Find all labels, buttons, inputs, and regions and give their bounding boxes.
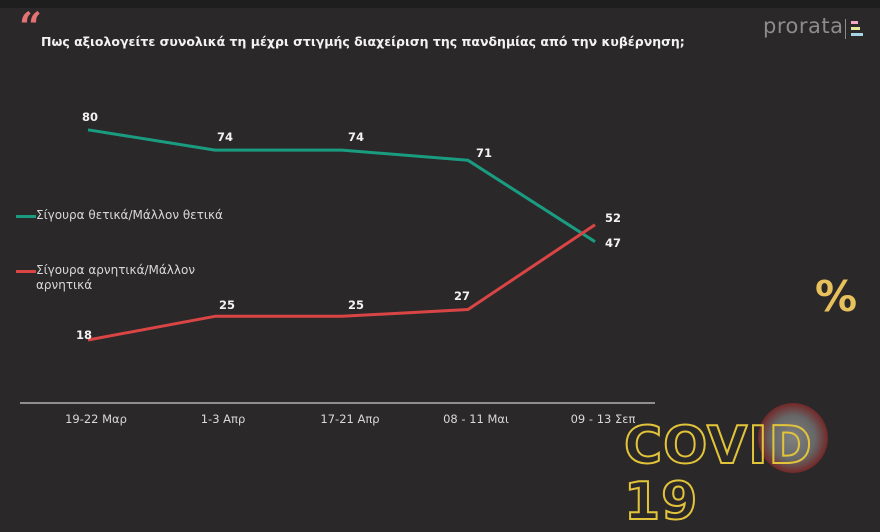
legend-label-negative: Σίγουρα αρνητικά/Μάλλον αρνητικά <box>36 263 196 292</box>
x-tick-label: 17-21 Απρ <box>320 412 380 426</box>
line-chart <box>20 128 655 404</box>
covid-19-logo: COVID 19 <box>623 416 813 532</box>
data-label: 74 <box>347 130 365 145</box>
brand-logo: prorata <box>763 14 844 38</box>
series-line-positive <box>87 128 596 243</box>
legend-swatch-positive <box>16 215 36 218</box>
legend-label-positive: Σίγουρα θετικά/Μάλλον θετικά <box>36 208 223 222</box>
series-line-negative <box>87 223 596 342</box>
data-label: 80 <box>81 109 99 124</box>
data-label: 18 <box>75 327 93 342</box>
data-label: 71 <box>475 146 493 161</box>
x-tick-label: 19-22 Μαρ <box>65 412 127 426</box>
data-label: 27 <box>453 289 471 304</box>
quote-mark-icon: “ <box>19 4 42 51</box>
x-tick-label: 1-3 Απρ <box>200 412 246 426</box>
legend-swatch-negative <box>16 270 36 273</box>
x-tick-label: 08 - 11 Μαι <box>443 412 509 426</box>
top-bar <box>0 0 880 8</box>
percent-icon: % <box>815 272 858 321</box>
data-label: 25 <box>218 298 236 313</box>
coronavirus-icon <box>758 403 828 473</box>
data-label: 47 <box>604 235 622 250</box>
data-label: 74 <box>216 130 234 145</box>
x-tick-label: 09 - 13 Σεπ <box>570 412 636 426</box>
data-label: 52 <box>604 210 622 225</box>
brand-divider <box>845 19 846 39</box>
data-label: 25 <box>347 298 365 313</box>
chart-title: Πως αξιολογείτε συνολικά τη μέχρι στιγμή… <box>41 34 685 49</box>
